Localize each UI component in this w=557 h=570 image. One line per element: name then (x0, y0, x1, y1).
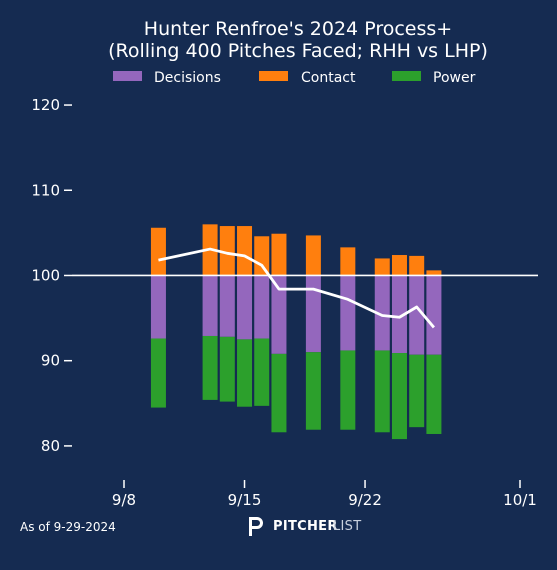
pitcherlist-p-icon (249, 517, 263, 536)
bar-contact (426, 270, 442, 276)
bar-power (409, 354, 425, 428)
y-tick-label: 80 (41, 437, 60, 455)
bar-power (340, 350, 356, 430)
bar-decisions (340, 275, 356, 351)
y-tick-label: 100 (31, 266, 60, 284)
bar-decisions (254, 275, 270, 339)
bar-contact (150, 227, 166, 276)
bar-decisions (426, 275, 442, 355)
bar-contact (271, 233, 287, 276)
bar-decisions (271, 275, 287, 354)
bar-contact (237, 226, 253, 276)
bar-contact (219, 226, 235, 276)
bar-decisions (374, 275, 390, 351)
bar-decisions (391, 275, 407, 354)
bar-power (271, 353, 287, 433)
bar-series (150, 224, 442, 440)
bar-power (219, 336, 235, 402)
bar-decisions (237, 275, 253, 340)
x-tick-label: 9/22 (348, 491, 382, 509)
bar-power (254, 338, 270, 406)
bar-contact (374, 258, 390, 276)
legend-label-decisions: Decisions (154, 70, 221, 86)
as-of-date: As of 9-29-2024 (20, 520, 116, 534)
bar-decisions (305, 275, 321, 353)
chart-title-line-1: Hunter Renfroe's 2024 Process+ (144, 18, 452, 40)
bar-power (202, 335, 218, 400)
legend-swatch-power (392, 71, 421, 81)
x-tick-label: 10/1 (503, 491, 537, 509)
legend-swatch-contact (259, 71, 288, 81)
bar-decisions (150, 275, 166, 339)
bar-contact (340, 247, 356, 276)
bar-power (391, 353, 407, 440)
bar-power (237, 339, 253, 407)
chart-title-line-2: (Rolling 400 Pitches Faced; RHH vs LHP) (108, 40, 488, 62)
pitcherlist-logo: PITCHER LIST (249, 517, 361, 536)
process-plus-line (158, 247, 435, 329)
x-tick-label: 9/15 (228, 491, 262, 509)
bar-decisions (219, 275, 235, 337)
chart-legend: Decisions Contact Power (113, 70, 476, 86)
brand-pitcher: PITCHER (273, 519, 338, 534)
y-tick-label: 110 (31, 181, 60, 199)
x-axis: 9/8 9/15 9/22 10/1 (112, 480, 537, 509)
legend-swatch-decisions (113, 71, 142, 81)
legend-label-contact: Contact (301, 70, 356, 86)
y-axis: 80 90 100 110 120 (31, 96, 72, 455)
y-tick-label: 90 (41, 352, 60, 370)
bar-decisions (409, 275, 425, 355)
bar-contact (409, 255, 425, 276)
bar-contact (254, 236, 270, 276)
bar-power (426, 354, 442, 434)
legend-label-power: Power (433, 70, 476, 86)
bar-power (374, 350, 390, 433)
y-tick-label: 120 (31, 96, 60, 114)
bar-contact (391, 255, 407, 276)
x-tick-label: 9/8 (112, 491, 136, 509)
bar-contact (305, 235, 321, 276)
bar-power (305, 352, 321, 430)
bar-power (150, 338, 166, 408)
brand-list: LIST (333, 519, 361, 534)
bar-decisions (202, 275, 218, 336)
